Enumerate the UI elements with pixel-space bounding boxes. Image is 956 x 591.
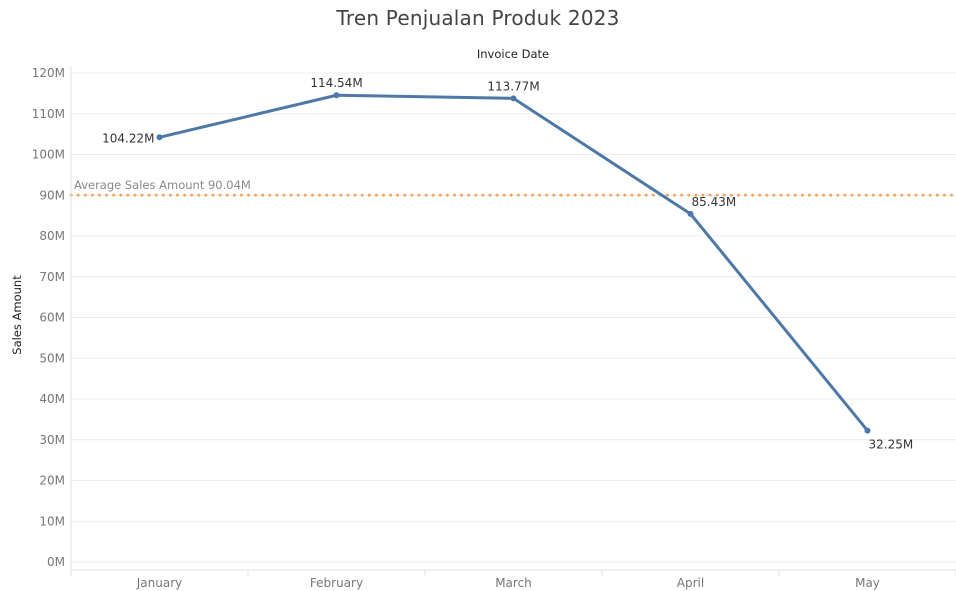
x-tick-label: January: [136, 576, 183, 590]
y-tick-label: 20M: [39, 474, 65, 488]
x-axis-title: Invoice Date: [477, 47, 549, 61]
x-tick-label: March: [495, 576, 532, 590]
x-tick-label: May: [855, 576, 880, 590]
sales-line: [158, 93, 869, 433]
series-group: [156, 92, 871, 434]
y-tick-label: 100M: [32, 148, 65, 162]
reference-line-group: Average Sales Amount 90.04M: [69, 178, 956, 197]
y-tick-label: 0M: [47, 555, 65, 569]
data-label: 85.43M: [692, 195, 737, 209]
axes: 0M 10M 20M 30M 40M 50M 60M 70M 80M 90M 100M 110M 120…: [10, 47, 956, 590]
data-point: [156, 134, 163, 141]
data-label: 114.54M: [310, 76, 362, 90]
y-tick-label: 110M: [32, 107, 65, 121]
y-axis-title: Sales Amount: [10, 275, 24, 355]
y-tick-label: 10M: [39, 514, 65, 528]
y-tick-label: 60M: [39, 311, 65, 325]
data-labels: 104.22M 114.54M 113.77M 85.43M 32.25M: [102, 76, 913, 451]
y-tick-label: 80M: [39, 229, 65, 243]
average-reference-label: Average Sales Amount 90.04M: [74, 178, 251, 192]
data-point: [864, 427, 871, 434]
x-tick-label: February: [310, 576, 363, 590]
gridlines: [70, 72, 956, 576]
y-tick-label: 50M: [39, 351, 65, 365]
y-tick-label: 30M: [39, 433, 65, 447]
y-tick-label: 70M: [39, 270, 65, 284]
x-tick-label: April: [677, 576, 704, 590]
data-point: [333, 92, 340, 99]
data-label: 113.77M: [487, 79, 539, 93]
y-tick-label: 90M: [39, 188, 65, 202]
y-tick-label: 40M: [39, 392, 65, 406]
y-tick-label: 120M: [32, 66, 65, 80]
data-label: 32.25M: [869, 438, 914, 452]
data-label: 104.22M: [102, 131, 154, 145]
chart-title: Tren Penjualan Produk 2023: [336, 6, 620, 30]
data-point: [687, 210, 694, 217]
data-point: [510, 95, 517, 102]
